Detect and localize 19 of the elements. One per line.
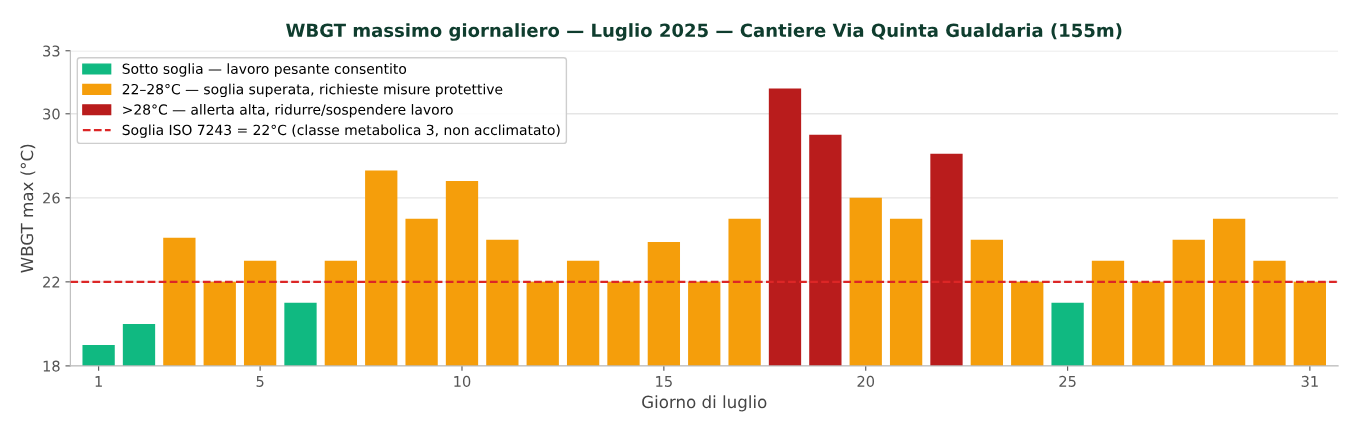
y-tick-label: 30	[43, 108, 60, 120]
x-tick-label: 5	[256, 376, 264, 387]
legend-label: Soglia ISO 7243 = 22°C (classe metabolica 3, non acclimatato)	[122, 124, 560, 138]
y-tick-label: 33	[43, 45, 60, 57]
chart-title: WBGT massimo giornaliero — Luglio 2025 — Cantiere Via Quinta Gualdaria (155m)	[286, 23, 1122, 41]
legend-label: Sotto soglia — lavoro pesante consentito	[122, 63, 407, 77]
y-tick-label: 22	[43, 276, 60, 288]
x-tick-label: 20	[857, 375, 875, 387]
x-tick-label: 25	[1059, 375, 1076, 387]
x-tick-label: 1	[95, 376, 102, 387]
y-axis-title: WBGT max (°C)	[20, 144, 36, 273]
legend-label: 22–28°C — soglia superata, richieste misure protettive	[122, 83, 503, 98]
x-tick-label: 10	[454, 375, 471, 387]
y-tick-label: 18	[43, 360, 60, 372]
x-tick-label: 31	[1301, 375, 1318, 387]
x-tick-label: 15	[656, 376, 672, 387]
x-axis-title: Giorno di luglio	[642, 395, 767, 412]
legend-label: >28°C — allerta alta, ridurre/sospendere lavoro	[123, 104, 453, 118]
y-tick-label: 26	[43, 192, 60, 204]
